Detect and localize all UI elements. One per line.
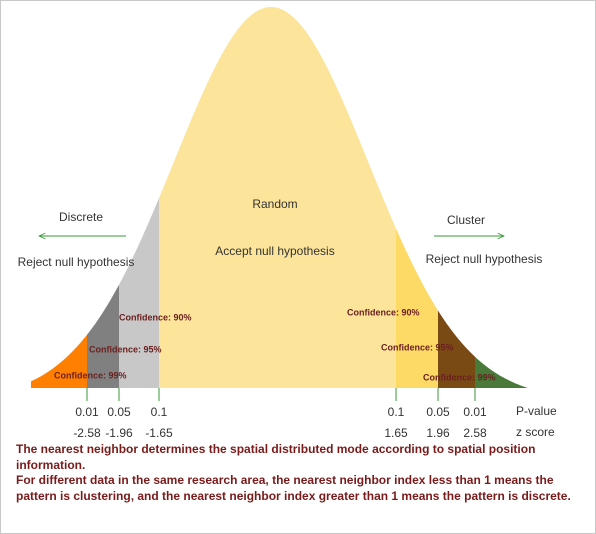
p-value-label: 0.05 [426,405,450,419]
description-line: The nearest neighbor determines the spat… [16,442,536,472]
confidence-label: Confidence: 90% [347,307,420,317]
z-score-label: 1.96 [426,426,450,440]
bell-curve: Discrete Cluster Reject null hypothesis … [18,7,557,440]
curve-region [475,356,546,388]
region-label: Reject null hypothesis [18,255,135,269]
p-value-label: 0.01 [75,405,99,419]
axis-label: z score [516,425,555,439]
description-line: For different data in the same research … [16,473,571,503]
curve-region [87,284,119,388]
description: The nearest neighbor determines the spat… [16,442,586,504]
p-value-label: 0.05 [107,405,131,419]
p-value-label: 0.1 [151,405,168,419]
confidence-label: Confidence: 99% [54,370,127,380]
confidence-label: Confidence: 95% [89,344,162,354]
curve-region [119,198,159,388]
p-value-label: 0.01 [463,405,487,419]
z-score-label: -1.96 [105,426,133,440]
z-score-label: -1.65 [145,426,173,440]
confidence-label: Confidence: 95% [381,342,454,352]
direction-label: Discrete [59,210,103,224]
region-label: Reject null hypothesis [426,252,543,266]
center-label: Random [252,197,297,211]
axis-label: P-value [516,404,557,418]
curve-region [438,310,475,388]
confidence-label: Confidence: 99% [423,372,496,382]
direction-label: Cluster [447,213,485,227]
z-score-label: 2.58 [463,426,487,440]
z-score-label: 1.65 [384,426,408,440]
curve-region [31,334,87,388]
curve-region [159,7,396,388]
confidence-label: Confidence: 90% [119,312,192,322]
curve-region [396,228,438,388]
p-value-label: 0.1 [388,405,405,419]
center-sublabel: Accept null hypothesis [215,244,334,258]
z-score-label: -2.58 [73,426,101,440]
